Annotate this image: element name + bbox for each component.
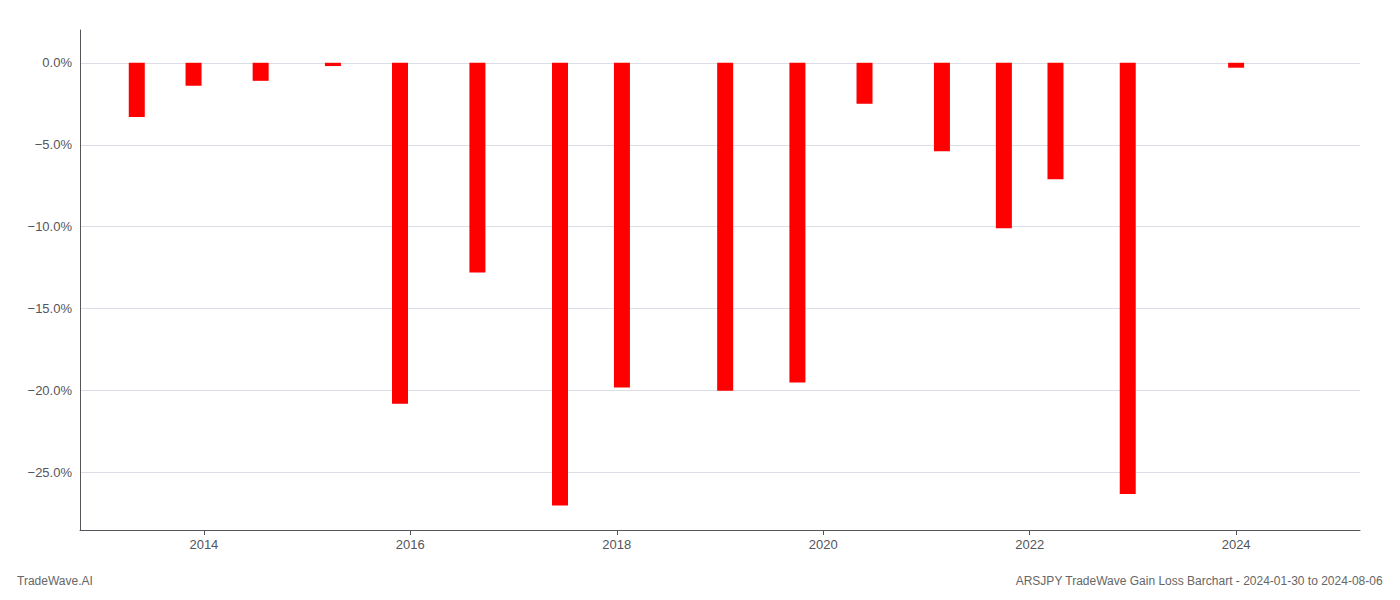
- svg-text:2014: 2014: [189, 537, 218, 552]
- svg-text:2016: 2016: [396, 537, 425, 552]
- svg-text:2022: 2022: [1015, 537, 1044, 552]
- svg-text:TradeWave.AI: TradeWave.AI: [17, 574, 93, 588]
- svg-text:ARSJPY TradeWave Gain Loss Bar: ARSJPY TradeWave Gain Loss Barchart - 20…: [1016, 574, 1383, 588]
- svg-text:−5.0%: −5.0%: [35, 137, 73, 152]
- svg-text:−25.0%: −25.0%: [28, 465, 73, 480]
- svg-text:2018: 2018: [602, 537, 631, 552]
- svg-text:−10.0%: −10.0%: [28, 219, 73, 234]
- svg-text:2020: 2020: [809, 537, 838, 552]
- svg-text:2024: 2024: [1222, 537, 1251, 552]
- svg-text:−20.0%: −20.0%: [28, 383, 73, 398]
- svg-text:0.0%: 0.0%: [42, 55, 72, 70]
- svg-text:−15.0%: −15.0%: [28, 301, 73, 316]
